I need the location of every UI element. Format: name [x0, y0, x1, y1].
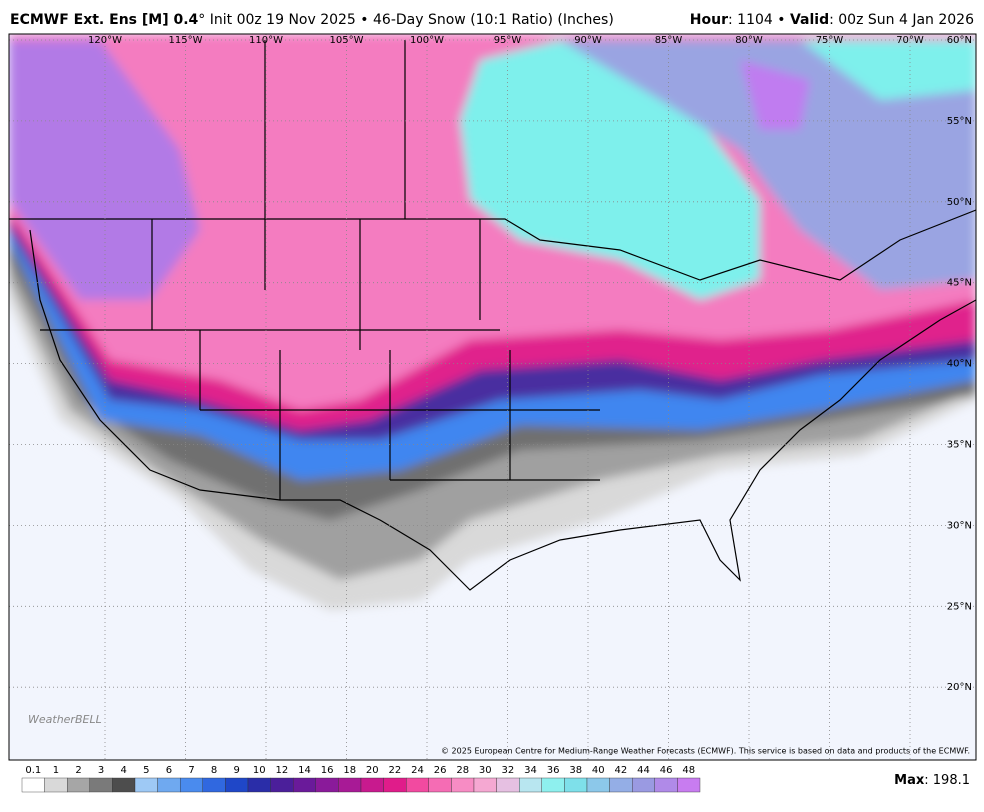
colorbar-label: 1: [53, 765, 59, 776]
latitude-label: 30°N: [947, 520, 972, 531]
latitude-label: 20°N: [947, 682, 972, 693]
logo: WeatherBELL: [28, 713, 102, 726]
colorbar-swatch: [134, 777, 158, 793]
colorbar-label: 18: [343, 765, 356, 776]
colorbar-swatch: [89, 777, 113, 793]
colorbar-label: 46: [660, 765, 673, 776]
colorbar-swatch: [541, 777, 565, 793]
colorbar-label: 34: [524, 765, 537, 776]
header-title: ECMWF Ext. Ens [M] 0.4° Init 00z 19 Nov …: [10, 12, 614, 28]
colorbar-swatch: [383, 777, 407, 793]
latitude-label: 40°N: [947, 359, 972, 370]
colorbar-swatch: [157, 777, 181, 793]
colorbar-label: 10: [253, 765, 266, 776]
colorbar-label: 20: [366, 765, 379, 776]
colorbar-swatch: [315, 777, 339, 793]
colorbar-label: 48: [682, 765, 695, 776]
colorbar-swatch: [586, 777, 610, 793]
colorbar-label: 14: [298, 765, 311, 776]
colorbar-swatch: [293, 777, 317, 793]
map: [9, 34, 976, 760]
colorbar-swatch: [247, 777, 271, 793]
longitude-label: 115°W: [169, 35, 203, 46]
longitude-label: 120°W: [88, 35, 122, 46]
colorbar-label: 7: [188, 765, 194, 776]
colorbar-label: 44: [637, 765, 650, 776]
colorbar-swatch: [428, 777, 452, 793]
colorbar-label: 36: [547, 765, 560, 776]
longitude-label: 75°W: [816, 35, 844, 46]
colorbar-swatch: [654, 777, 678, 793]
colorbar-label: 5: [143, 765, 149, 776]
colorbar-label: 38: [569, 765, 582, 776]
colorbar-label: 3: [98, 765, 104, 776]
colorbar-swatch: [202, 777, 226, 793]
colorbar-label: 30: [479, 765, 492, 776]
copyright: © 2025 European Centre for Medium-Range …: [441, 747, 970, 756]
colorbar-swatch: [360, 777, 384, 793]
latitude-label: 55°N: [947, 116, 972, 127]
colorbar-label: 9: [234, 765, 240, 776]
colorbar-swatch: [609, 777, 633, 793]
longitude-label: 85°W: [655, 35, 683, 46]
map-frame: [8, 33, 977, 761]
colorbar-label: 2: [75, 765, 81, 776]
colorbar-label: 42: [615, 765, 628, 776]
colorbar-label: 4: [121, 765, 127, 776]
colorbar-swatch: [519, 777, 543, 793]
colorbar-swatch: [451, 777, 475, 793]
colorbar-swatch: [496, 777, 520, 793]
colorbar-label: 12: [276, 765, 289, 776]
colorbar-swatch: [225, 777, 249, 793]
colorbar-label: 0.1: [25, 765, 41, 776]
longitude-label: 95°W: [494, 35, 522, 46]
colorbar-label: 40: [592, 765, 605, 776]
header-valid: Hour: 1104 • Valid: 00z Sun 4 Jan 2026: [690, 12, 974, 28]
colorbar-swatch: [338, 777, 362, 793]
colorbar-label: 24: [411, 765, 424, 776]
longitude-label: 105°W: [330, 35, 364, 46]
colorbar-swatch: [632, 777, 656, 793]
colorbar-swatch: [21, 777, 45, 793]
colorbar-swatch: [66, 777, 90, 793]
colorbar-label: 32: [502, 765, 515, 776]
colorbar-swatch: [270, 777, 294, 793]
longitude-label: 110°W: [249, 35, 283, 46]
colorbar-swatch: [406, 777, 430, 793]
colorbar: 0.1 1 2 3 4 5 6 7 8 9 10 12 14 16 18 20 22 24 26 28 30 32 34 36…: [21, 765, 701, 793]
colorbar-label: 28: [456, 765, 469, 776]
colorbar-label: 6: [166, 765, 172, 776]
max-value: Max: 198.1: [894, 773, 970, 788]
latitude-label: 45°N: [947, 278, 972, 289]
colorbar-swatch: [677, 777, 701, 793]
colorbar-swatch: [179, 777, 203, 793]
longitude-label: 100°W: [410, 35, 444, 46]
longitude-label: 70°W: [896, 35, 924, 46]
latitude-label: 25°N: [947, 601, 972, 612]
latitude-label: 35°N: [947, 440, 972, 451]
colorbar-swatch: [44, 777, 68, 793]
latitude-label: 60°N: [947, 35, 972, 46]
colorbar-label: 8: [211, 765, 217, 776]
longitude-label: 80°W: [735, 35, 763, 46]
colorbar-swatch: [112, 777, 136, 793]
colorbar-label: 26: [434, 765, 447, 776]
longitude-label: 90°W: [574, 35, 602, 46]
colorbar-swatch: [473, 777, 497, 793]
colorbar-label: 16: [321, 765, 334, 776]
latitude-label: 50°N: [947, 197, 972, 208]
colorbar-label: 22: [389, 765, 402, 776]
colorbar-swatch: [564, 777, 588, 793]
